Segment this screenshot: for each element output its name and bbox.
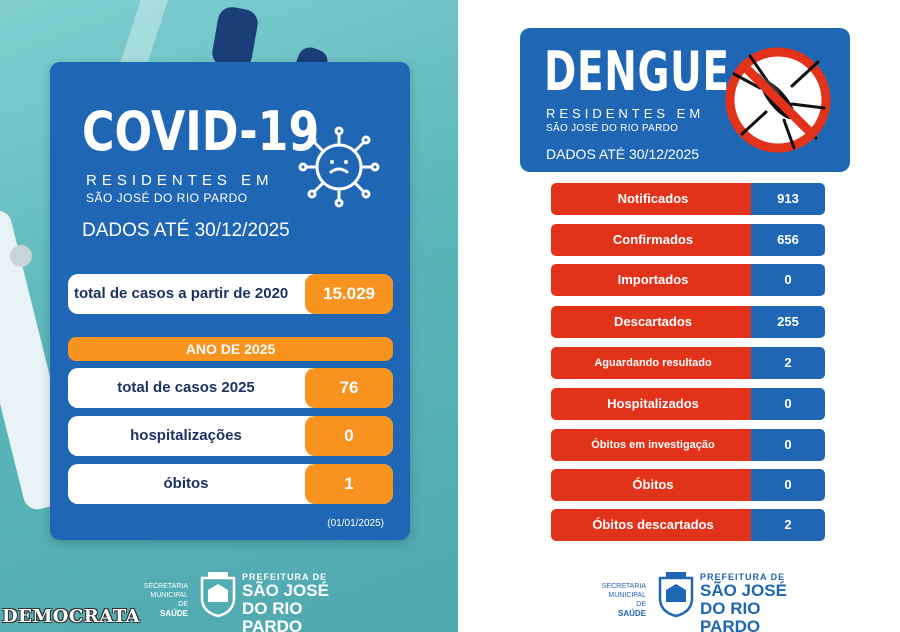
dengue-stat-value: 255 — [751, 306, 825, 338]
prefeitura-label: PREFEITURA DE SÃO JOSÉ DO RIO PARDO — [700, 572, 818, 632]
city-crest-icon — [200, 572, 236, 618]
dengue-stat-label: Óbitos em investigação — [551, 429, 755, 461]
dengue-stat-value: 913 — [751, 183, 825, 215]
total-cases-value: 15.029 — [305, 274, 393, 314]
covid-panel: COVID-19 RESIDENTES EM SÃO JOSÉ DO RIO P… — [0, 0, 458, 632]
prefeitura-big: DO RIO PARDO — [242, 599, 303, 632]
dengue-stat-row: Óbitos 0 — [551, 469, 825, 501]
dengue-stat-value: 656 — [751, 224, 825, 256]
year-label: ANO DE 2025 — [68, 337, 393, 361]
dengue-stat-row: Importados 0 — [551, 264, 825, 296]
covid-stat-value: 76 — [305, 368, 393, 408]
secretaria-line: SAÚDE — [617, 609, 646, 618]
covid-date: DADOS ATÉ 30/12/2025 — [82, 220, 290, 241]
no-mosquito-icon — [725, 47, 831, 153]
dengue-stat-row: Óbitos descartados 2 — [551, 509, 825, 541]
dengue-stat-value: 2 — [751, 347, 825, 379]
prefeitura-small: PREFEITURA DE — [700, 572, 786, 582]
dengue-stat-label: Confirmados — [551, 224, 755, 256]
dengue-stat-value: 2 — [751, 509, 825, 541]
dengue-stat-row: Notificados 913 — [551, 183, 825, 215]
coronavirus-icon — [298, 126, 380, 208]
prefeitura-big: SÃO JOSÉ — [242, 581, 329, 600]
footer-logo: SECRETARIA MUNICIPAL DE SAÚDE PREFEITURA… — [140, 570, 360, 632]
covid-title: COVID-19 — [82, 100, 320, 163]
prefeitura-big: DO RIO PARDO — [700, 599, 761, 632]
total-cases-row: total de casos a partir de 2020 15.029 — [68, 274, 393, 314]
covid-city: SÃO JOSÉ DO RIO PARDO — [86, 191, 248, 205]
covid-subtitle: RESIDENTES EM — [86, 172, 274, 189]
city-crest-icon — [658, 572, 694, 618]
covid-stat-row: óbitos 1 — [68, 464, 393, 504]
dengue-stat-row: Hospitalizados 0 — [551, 388, 825, 420]
dengue-stat-label: Aguardando resultado — [551, 347, 755, 379]
dengue-date: DADOS ATÉ 30/12/2025 — [546, 146, 700, 162]
secretaria-line: SECRETARIA — [143, 583, 188, 590]
covid-stat-value: 0 — [305, 416, 393, 456]
dengue-stat-value: 0 — [751, 469, 825, 501]
dengue-title: DENGUE — [544, 40, 730, 103]
dengue-stat-row: Descartados 255 — [551, 306, 825, 338]
dengue-stat-value: 0 — [751, 264, 825, 296]
dengue-stat-label: Hospitalizados — [551, 388, 755, 420]
covid-stat-label: total de casos 2025 — [117, 379, 255, 396]
test-window-decoration — [10, 245, 32, 267]
footer-logo: SECRETARIA MUNICIPAL DE SAÚDE PREFEITURA… — [598, 570, 818, 632]
covid-stat-row: total de casos 2025 76 — [68, 368, 393, 408]
prefeitura-big: SÃO JOSÉ — [700, 581, 787, 600]
secretaria-line: SAÚDE — [159, 609, 188, 618]
dengue-stat-label: Óbitos — [551, 469, 755, 501]
dengue-stat-row: Óbitos em investigação 0 — [551, 429, 825, 461]
dengue-stat-row: Confirmados 656 — [551, 224, 825, 256]
dengue-card: DENGUE RESIDENTES EM SÃO JOSÉ DO RIO PAR… — [520, 28, 850, 172]
secretaria-label: SECRETARIA MUNICIPAL DE SAÚDE — [140, 582, 188, 618]
dengue-stat-label: Notificados — [551, 183, 755, 215]
watermark: DEMOCRATA — [2, 606, 141, 627]
dengue-stat-label: Importados — [551, 264, 755, 296]
dengue-panel: DENGUE RESIDENTES EM SÃO JOSÉ DO RIO PAR… — [458, 0, 900, 632]
prefeitura-label: PREFEITURA DE SÃO JOSÉ DO RIO PARDO — [242, 572, 360, 632]
secretaria-line: MUNICIPAL DE — [608, 592, 646, 608]
covid-footnote: (01/01/2025) — [327, 518, 384, 529]
covid-card: COVID-19 RESIDENTES EM SÃO JOSÉ DO RIO P… — [50, 62, 410, 540]
covid-stat-label: hospitalizações — [130, 427, 242, 444]
covid-stat-value: 1 — [305, 464, 393, 504]
dengue-stat-label: Descartados — [551, 306, 755, 338]
prefeitura-small: PREFEITURA DE — [242, 572, 328, 582]
dengue-stat-value: 0 — [751, 429, 825, 461]
covid-stat-label: óbitos — [163, 475, 209, 492]
secretaria-label: SECRETARIA MUNICIPAL DE SAÚDE — [598, 582, 646, 618]
total-cases-label: total de casos a partir de 2020 — [74, 285, 289, 302]
dengue-stat-row: Aguardando resultado 2 — [551, 347, 825, 379]
secretaria-line: SECRETARIA — [601, 583, 646, 590]
dengue-stat-value: 0 — [751, 388, 825, 420]
dengue-city: SÃO JOSÉ DO RIO PARDO — [546, 123, 679, 134]
secretaria-line: MUNICIPAL DE — [150, 592, 188, 608]
dengue-stat-label: Óbitos descartados — [551, 509, 755, 541]
dengue-subtitle: RESIDENTES EM — [546, 106, 705, 121]
covid-stat-row: hospitalizações 0 — [68, 416, 393, 456]
